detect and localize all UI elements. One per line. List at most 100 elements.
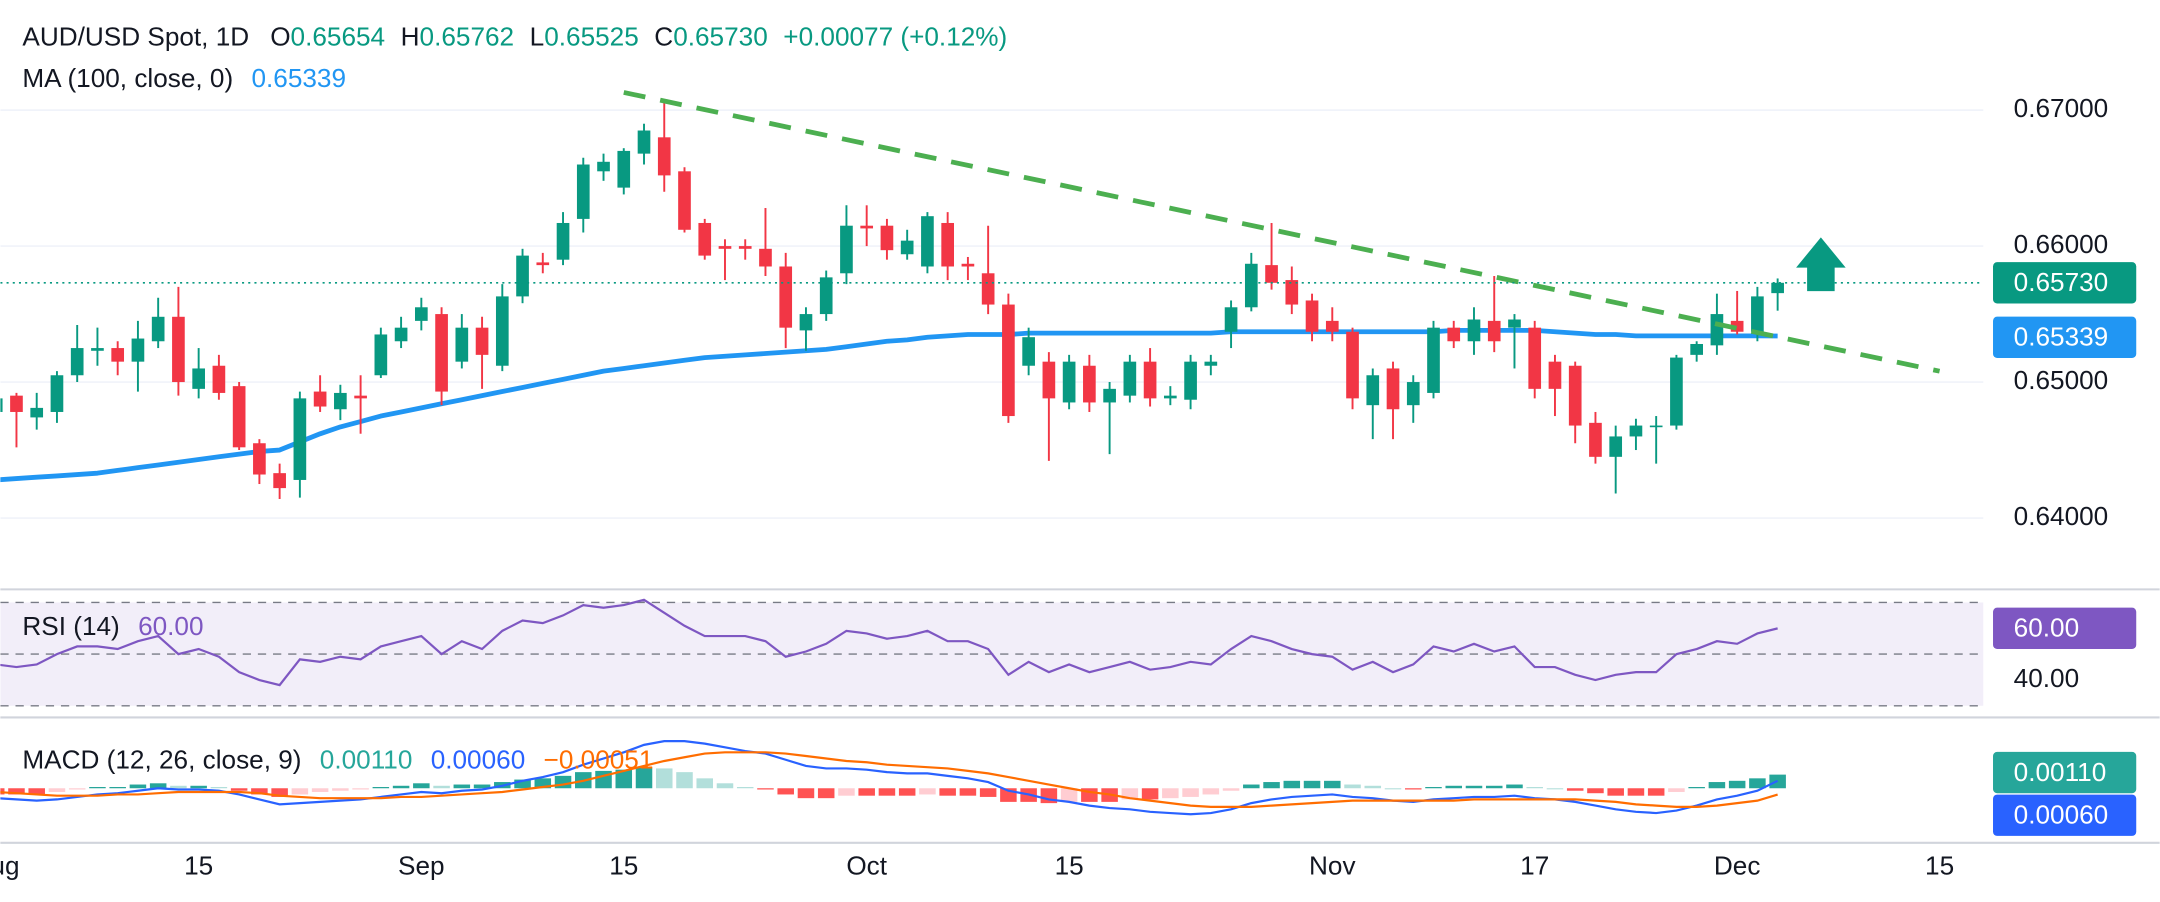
candle-body <box>273 473 286 489</box>
histogram-bar <box>939 788 956 796</box>
ohlc-value: 0.65525 <box>544 21 639 51</box>
histogram-bar <box>473 784 491 789</box>
candle-body <box>1406 382 1420 406</box>
histogram-bar <box>1627 788 1645 796</box>
x-tick-label: 15 <box>609 850 638 880</box>
y-tick-label: 0.64000 <box>2014 501 2109 531</box>
histogram-bar <box>1243 784 1260 789</box>
candle-body <box>1002 304 1015 417</box>
histogram-bar <box>311 788 329 792</box>
candle-body <box>1184 361 1197 400</box>
histogram-bar <box>28 788 45 795</box>
histogram-bar <box>453 784 471 789</box>
candle-body <box>30 407 44 418</box>
histogram-bar <box>858 788 875 796</box>
histogram-bar <box>1546 788 1564 790</box>
candle-body <box>192 368 205 389</box>
candle-body <box>232 386 246 448</box>
histogram-bar <box>1364 785 1382 789</box>
candle-body <box>151 316 165 342</box>
macd-line <box>0 740 1779 816</box>
rsi-value: 60.00 <box>138 611 203 641</box>
candle-body <box>313 391 327 407</box>
candle-body <box>1224 307 1238 332</box>
histogram-bar <box>149 783 167 789</box>
candle-body <box>435 314 448 392</box>
candle-body <box>860 225 874 229</box>
candle-body <box>1751 296 1764 332</box>
histogram-bar <box>514 779 531 789</box>
histogram-bar <box>251 788 268 795</box>
x-tick-label: Nov <box>1309 850 1356 880</box>
change: +0.00077 (+0.12%) <box>783 21 1007 51</box>
signal-line <box>0 751 1778 808</box>
ma-price-box <box>1993 316 2137 358</box>
histogram-bar <box>1283 780 1301 789</box>
y-tick-label: 0.65000 <box>2014 365 2109 395</box>
histogram-bar <box>1445 785 1463 789</box>
ohlc-value: 0.65654 <box>291 21 386 51</box>
candle-body <box>1649 425 1663 428</box>
candle-body <box>414 307 428 321</box>
histogram-bar <box>817 788 835 799</box>
candle-body <box>961 263 975 267</box>
histogram-bar <box>959 788 977 796</box>
candle-body <box>1062 361 1076 403</box>
ohlc-value: 0.65730 <box>673 21 768 51</box>
candle-body <box>91 348 104 351</box>
candle-body <box>1710 314 1724 346</box>
candle-body <box>1771 282 1784 294</box>
histogram-bar <box>1121 788 1139 800</box>
histogram-bar <box>352 788 369 790</box>
histogram-bar <box>1485 785 1503 789</box>
histogram-bar <box>1344 784 1361 789</box>
candle-body <box>819 277 833 315</box>
histogram-bar <box>1465 785 1483 789</box>
x-tick-label: 15 <box>184 850 213 880</box>
rsi-line <box>0 598 1778 687</box>
histogram-bar <box>170 785 187 789</box>
ohlc-label: H <box>401 21 420 51</box>
histogram-bar <box>129 784 147 789</box>
macd-current-box <box>1993 794 2137 836</box>
macd-header: MACD (12, 26, close, 9) 0.00110 0.00060 … <box>22 744 653 774</box>
up-arrow <box>1796 237 1846 292</box>
candle-body <box>981 273 995 305</box>
candle-body <box>617 150 631 188</box>
candle-body <box>738 246 752 249</box>
x-tick-label: 15 <box>1055 850 1084 880</box>
histogram-bar <box>878 788 896 796</box>
histogram-bar <box>1647 788 1665 796</box>
rsi-current-box <box>1993 607 2137 649</box>
candle-body <box>354 395 367 399</box>
candle-body <box>131 338 145 362</box>
ma-header: MA (100, close, 0) 0.65339 <box>22 63 346 93</box>
symbol: AUD/USD Spot, 1D <box>22 21 249 51</box>
candle-body <box>1427 327 1440 393</box>
histogram-bar <box>716 783 734 789</box>
ma-price-label: 0.65339 <box>2014 322 2109 352</box>
candle-body <box>1629 425 1643 437</box>
candle-body <box>921 216 934 267</box>
candle-body <box>1305 300 1319 332</box>
candle-body <box>1103 388 1116 403</box>
candle-body <box>1083 365 1096 403</box>
histogram-bar <box>635 767 653 789</box>
candle-body <box>1244 263 1258 308</box>
histogram-bar <box>615 769 633 789</box>
histogram-bar <box>332 788 349 791</box>
candle-body <box>799 314 813 331</box>
candle-body <box>1386 368 1400 410</box>
candle-body <box>1589 422 1602 457</box>
candle-body <box>1690 343 1703 355</box>
candle-body <box>0 398 3 412</box>
histogram-bar <box>1668 788 1685 792</box>
candle-body <box>637 130 651 154</box>
histogram-bar <box>757 788 774 790</box>
histogram-bar <box>1324 780 1341 789</box>
x-tick-label: 15 <box>1925 850 1954 880</box>
candle-body <box>657 137 671 176</box>
candle-body <box>253 443 266 475</box>
histogram-bar <box>68 788 86 790</box>
